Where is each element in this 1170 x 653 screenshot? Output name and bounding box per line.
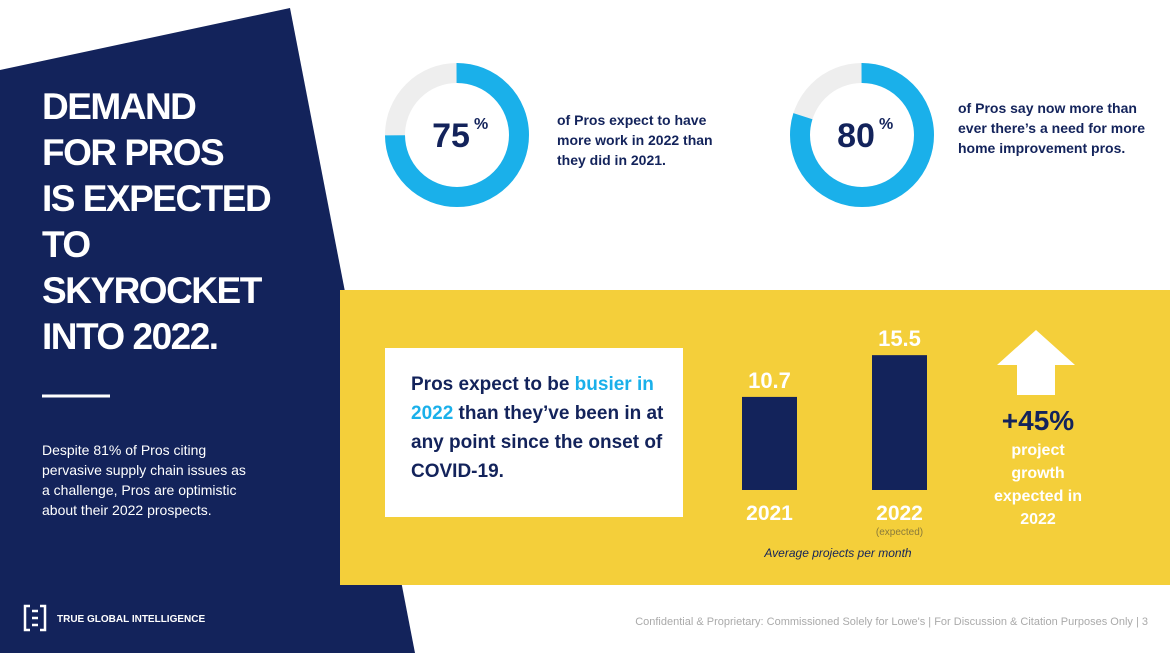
- callout-text: than they’ve been in at any point since …: [411, 403, 664, 482]
- title-line: FOR PROS: [42, 132, 225, 173]
- growth-value: +45%: [1002, 405, 1074, 436]
- donut-unit: %: [474, 116, 488, 133]
- stat-text: of Pros say now more than ever there’s a…: [958, 100, 1146, 156]
- bar-value: 15.5: [878, 326, 921, 351]
- title-line: INTO 2022.: [42, 316, 219, 357]
- growth-text: project growth expected in 2022: [993, 442, 1083, 528]
- callout-text: Pros expect to be: [411, 374, 575, 395]
- callout-box: [385, 348, 683, 517]
- bar: [872, 355, 927, 490]
- bar: [742, 396, 797, 490]
- footer-note: Confidential & Proprietary: Commissioned…: [635, 616, 1148, 628]
- donut-unit: %: [879, 116, 893, 133]
- donut-arc: [790, 63, 934, 207]
- bar-label: 2021: [746, 502, 793, 525]
- title-panel: [0, 8, 415, 653]
- logo-icon: [23, 604, 47, 632]
- title-line: TO: [42, 224, 91, 265]
- title-line: DEMAND: [42, 86, 197, 127]
- callout: Pros expect to be busier in 2022 than th…: [411, 370, 673, 486]
- chart-caption: Average projects per month: [763, 546, 912, 560]
- donut-value: 75: [432, 117, 470, 155]
- callout-highlight: busier in 2022: [411, 374, 654, 424]
- bar-note: (expected): [876, 527, 923, 538]
- stat-text: of Pros expect to have more work in 2022…: [557, 112, 713, 168]
- bar-label: 2022: [876, 502, 923, 525]
- title-line: IS EXPECTED: [42, 178, 272, 219]
- donut-arc: [385, 63, 529, 207]
- bar-value: 10.7: [748, 368, 791, 393]
- logo-text: TRUE GLOBAL INTELLIGENCE: [57, 614, 205, 625]
- title-line: SKYROCKET: [42, 270, 262, 311]
- up-arrow: [997, 330, 1075, 395]
- donut-value: 80: [837, 117, 875, 155]
- body-text: Despite 81% of Pros citing pervasive sup…: [42, 442, 246, 518]
